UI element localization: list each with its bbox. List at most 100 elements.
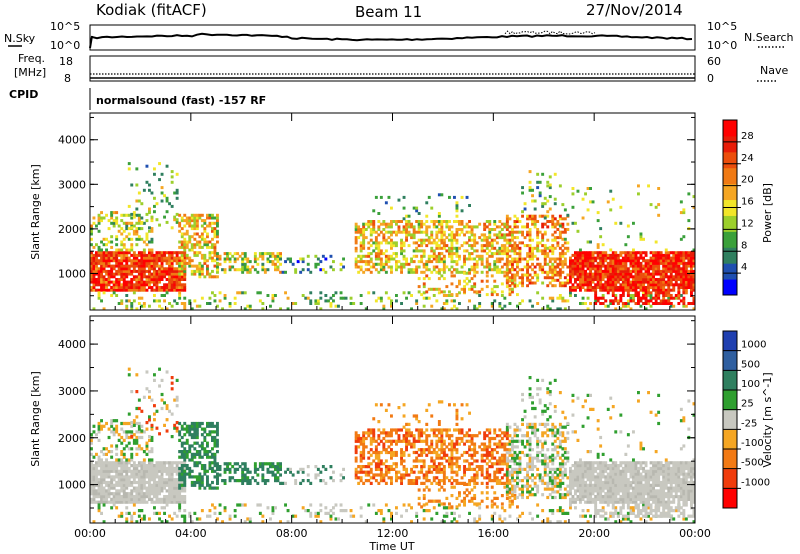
heatmap-cell (153, 280, 156, 284)
heatmap-cell (679, 506, 683, 510)
heatmap-cell (286, 257, 290, 261)
heatmap-cell (589, 256, 592, 260)
heatmap-cell (450, 260, 454, 264)
heatmap-cell (150, 475, 154, 479)
heatmap-cell (463, 285, 466, 289)
heatmap-cell (536, 246, 540, 250)
heatmap-cell (206, 480, 209, 485)
heatmap-cell (112, 427, 116, 431)
heatmap-cell (150, 461, 154, 465)
heatmap-cell (384, 230, 388, 234)
heatmap-cell (90, 469, 93, 473)
heatmap-cell (163, 269, 166, 273)
heatmap-cell (536, 228, 540, 231)
heatmap-cell (180, 427, 184, 431)
heatmap-cell (180, 514, 184, 518)
heatmap-cell (430, 230, 434, 234)
heatmap-cell (558, 217, 562, 221)
heatmap-cell (448, 228, 451, 231)
heatmap-cell (422, 291, 426, 295)
heatmap-cell (503, 238, 507, 242)
heatmap-cell (125, 421, 129, 426)
heatmap-cell (241, 262, 245, 266)
heatmap-cell (611, 283, 615, 287)
heatmap-cell (110, 461, 114, 465)
heatmap-cell (619, 253, 623, 257)
heatmap-cell (677, 288, 681, 292)
heatmap-cell (571, 205, 575, 209)
heatmap-cell (110, 486, 114, 490)
heatmap-cell (679, 261, 683, 265)
heatmap-cell (521, 230, 524, 234)
heatmap-cell (649, 517, 653, 521)
heatmap-cell (392, 220, 396, 223)
heatmap-cell (642, 251, 645, 255)
heatmap-cell (122, 475, 126, 479)
heatmap-cell (148, 435, 151, 439)
heatmap-cell (596, 264, 600, 268)
heatmap-cell (97, 430, 101, 434)
heatmap-cell (475, 307, 479, 310)
heatmap-cell (226, 467, 229, 471)
heatmap-cell (213, 245, 217, 249)
heatmap-cell (561, 281, 565, 285)
heatmap-cell (677, 261, 681, 265)
heatmap-cell (637, 259, 640, 263)
heatmap-cell (120, 466, 124, 471)
heatmap-cell (178, 421, 182, 426)
heatmap-cell (468, 238, 471, 242)
heatmap-cell (626, 272, 630, 276)
heatmap-cell (427, 225, 431, 229)
heatmap-cell (140, 216, 144, 220)
heatmap-cell (442, 254, 446, 258)
heatmap-cell (193, 227, 197, 231)
heatmap-cell (110, 280, 114, 284)
heatmap-cell (407, 431, 411, 435)
heatmap-cell (372, 436, 376, 441)
heatmap-cell (558, 222, 562, 226)
heatmap-cell (183, 256, 187, 260)
heatmap-cell (548, 520, 552, 523)
heatmap-cell (269, 465, 272, 469)
heatmap-cell (241, 503, 245, 507)
heatmap-cell (488, 233, 492, 237)
heatmap-cell (442, 506, 446, 510)
heatmap-cell (687, 269, 691, 273)
heatmap-cell (107, 275, 111, 279)
heatmap-cell (596, 267, 600, 271)
heatmap-cell (468, 244, 471, 248)
heatmap-cell (679, 275, 683, 279)
heatmap-cell (511, 238, 514, 242)
heatmap-cell (122, 466, 126, 471)
heatmap-cell (145, 219, 149, 223)
heatmap-cell (178, 221, 182, 225)
heatmap-cell (485, 220, 489, 223)
heatmap-cell (193, 421, 197, 426)
heatmap-cell (541, 307, 545, 310)
heatmap-cell (422, 238, 426, 242)
heatmap-cell (395, 241, 398, 245)
heatmap-cell (503, 233, 507, 237)
heatmap-cell (407, 453, 411, 457)
heatmap-cell (599, 272, 603, 276)
heatmap-cell (110, 256, 114, 260)
heatmap-cell (115, 221, 119, 225)
heatmap-cell (112, 288, 116, 292)
heatmap-cell (120, 450, 124, 454)
heatmap-cell (427, 254, 431, 258)
heatmap-cell (203, 464, 207, 468)
heatmap-cell (324, 511, 328, 515)
heatmap-cell (102, 283, 106, 287)
heatmap-cell (150, 229, 154, 233)
heatmap-cell (183, 213, 187, 217)
heatmap-cell (576, 229, 580, 233)
heatmap-cell (115, 497, 119, 501)
heatmap-cell (127, 373, 131, 377)
heatmap-cell (553, 197, 557, 201)
heatmap-cell (173, 256, 177, 260)
heatmap-cell (198, 461, 202, 465)
heatmap-cell (516, 244, 519, 248)
heatmap-cell (405, 470, 408, 474)
heatmap-cell (107, 261, 111, 265)
heatmap-cell (662, 261, 666, 265)
